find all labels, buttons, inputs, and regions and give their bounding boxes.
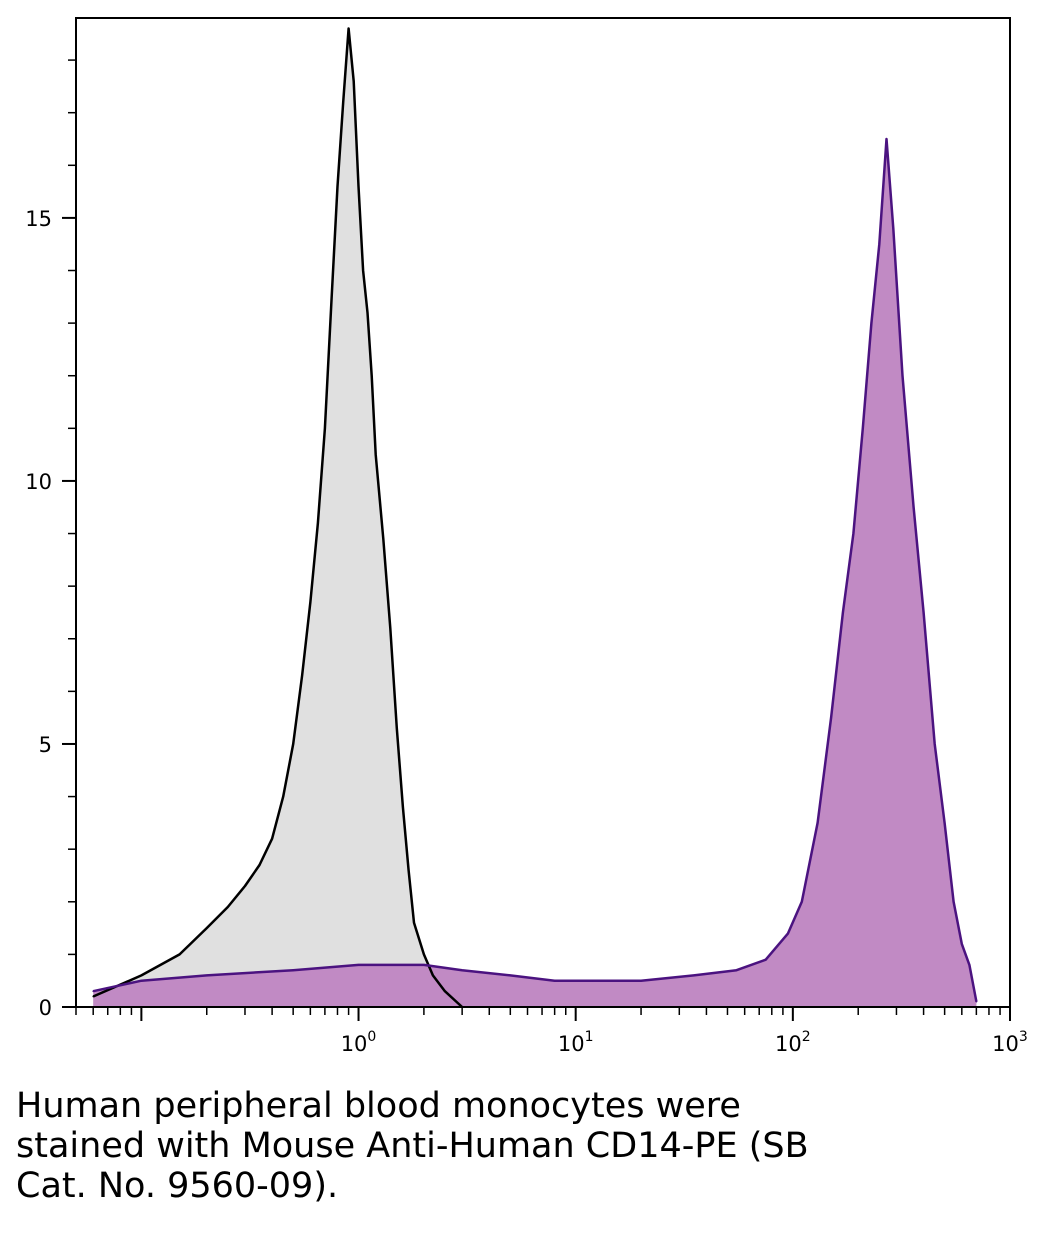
x-tick-label: 101 bbox=[558, 1029, 594, 1056]
control-point bbox=[342, 101, 345, 103]
control-point bbox=[258, 864, 261, 866]
control-line bbox=[92, 27, 463, 1008]
stained-point bbox=[640, 979, 642, 982]
control-point bbox=[382, 538, 385, 540]
stained-point bbox=[830, 716, 832, 719]
stained-point bbox=[943, 822, 946, 824]
y-tick-label: 0 bbox=[39, 996, 52, 1020]
y-axis: 0 5 10 15 bbox=[25, 59, 76, 1020]
control-point bbox=[389, 627, 392, 629]
control-point bbox=[292, 743, 295, 745]
control-point bbox=[324, 427, 326, 430]
caption-line-1: Human peripheral blood monocytes were bbox=[16, 1086, 741, 1126]
control-point bbox=[92, 995, 94, 998]
stained-point bbox=[870, 322, 873, 324]
stained-point bbox=[735, 969, 738, 971]
stained-point bbox=[553, 979, 556, 982]
stained-point bbox=[901, 374, 904, 377]
stained-point bbox=[423, 964, 425, 966]
control-point bbox=[352, 80, 355, 82]
control-point bbox=[432, 974, 434, 977]
control-point bbox=[362, 269, 364, 272]
control-point bbox=[178, 953, 181, 956]
control-point bbox=[301, 674, 303, 677]
control-point bbox=[413, 922, 415, 924]
stained-point bbox=[952, 901, 955, 903]
caption-line-3: Cat. No. 9560-09). bbox=[16, 1166, 339, 1206]
stained-point bbox=[922, 611, 925, 614]
y-tick-label: 5 bbox=[39, 733, 52, 757]
stained-point bbox=[92, 990, 94, 992]
stained-point bbox=[764, 958, 767, 961]
stained-point bbox=[801, 901, 803, 903]
figure-caption: Human peripheral blood monocytes were st… bbox=[16, 1086, 1026, 1206]
stained-point bbox=[816, 822, 819, 824]
control-point bbox=[244, 885, 246, 887]
control-point bbox=[402, 806, 404, 808]
control-point bbox=[282, 795, 285, 798]
plot-frame bbox=[75, 17, 1011, 1008]
control-point bbox=[271, 837, 273, 840]
control-point bbox=[396, 727, 398, 729]
plot-lines bbox=[92, 27, 978, 1008]
stained-line bbox=[92, 137, 978, 1002]
stained-point bbox=[693, 974, 695, 977]
control-point bbox=[309, 601, 312, 603]
stained-point bbox=[140, 979, 143, 982]
x-tick-label: 100 bbox=[341, 1029, 377, 1056]
stained-point bbox=[205, 974, 208, 977]
caption-line-2: stained with Mouse Anti-Human CD14-PE (S… bbox=[16, 1126, 809, 1166]
stained-point bbox=[892, 227, 895, 230]
control-point bbox=[140, 974, 143, 977]
control-point bbox=[366, 311, 369, 314]
control-point bbox=[227, 906, 229, 908]
control-point bbox=[407, 869, 410, 871]
stained-point bbox=[509, 974, 512, 977]
control-point bbox=[370, 374, 373, 377]
control-area bbox=[93, 28, 463, 1007]
control-point bbox=[336, 185, 339, 188]
stained-point bbox=[461, 969, 463, 971]
stained-point bbox=[852, 532, 855, 535]
stained-point bbox=[592, 979, 594, 982]
x-axis: 100 101 102 103 bbox=[75, 1007, 1028, 1056]
x-tick-label: 103 bbox=[992, 1029, 1028, 1056]
plot-fills bbox=[93, 28, 977, 1007]
control-point bbox=[317, 522, 319, 524]
histogram-chart: 100 101 102 103 0 5 10 15 bbox=[25, 17, 1028, 1056]
stained-point bbox=[292, 969, 295, 971]
y-tick-label: 10 bbox=[25, 470, 52, 494]
stained-area bbox=[93, 139, 977, 1007]
control-point bbox=[444, 990, 446, 992]
control-point bbox=[357, 185, 360, 188]
stained-point bbox=[961, 943, 963, 945]
control-point bbox=[205, 927, 208, 929]
stained-point bbox=[357, 964, 360, 966]
stained-point bbox=[912, 506, 915, 509]
stained-point bbox=[878, 243, 881, 245]
y-tick-label: 15 bbox=[25, 207, 52, 231]
x-tick-label: 102 bbox=[775, 1029, 811, 1056]
control-point bbox=[423, 953, 425, 956]
stained-point bbox=[787, 932, 789, 935]
stained-point bbox=[842, 611, 844, 614]
stained-point bbox=[862, 427, 864, 430]
control-point bbox=[330, 301, 333, 303]
stained-point bbox=[933, 743, 936, 745]
control-point bbox=[374, 453, 377, 456]
stained-point bbox=[885, 138, 888, 140]
stained-point bbox=[975, 1000, 978, 1003]
control-point bbox=[347, 27, 350, 30]
stained-point bbox=[968, 964, 971, 966]
